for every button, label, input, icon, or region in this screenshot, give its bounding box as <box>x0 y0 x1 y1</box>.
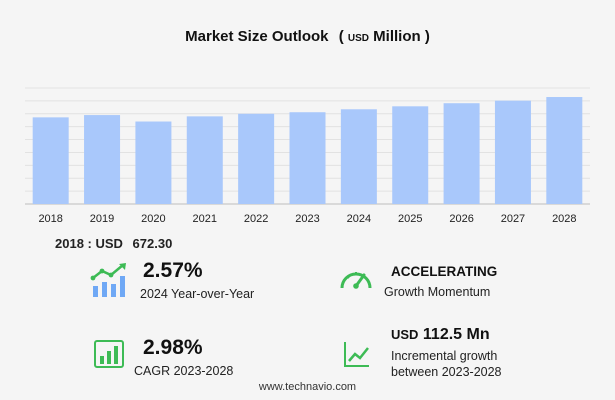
title-unit-label: Million <box>373 28 421 45</box>
bar-2020 <box>135 121 172 204</box>
bar-2019 <box>84 115 121 204</box>
bar-2025 <box>392 106 429 204</box>
bar-chart: 2018 2019 2020 2021 2022 2023 2024 2025 2026 2027… <box>25 87 590 225</box>
base-year-label: 2018 : USD <box>55 236 123 251</box>
incremental-label-line2: between 2023-2028 <box>391 365 502 379</box>
incremental-amount: 112.5 Mn <box>422 326 490 343</box>
x-tick-label-2028: 2028 <box>552 213 576 225</box>
title-unit-currency: USD <box>347 33 369 44</box>
bar-2026 <box>443 103 480 204</box>
cagr-value: 2.98% <box>143 336 203 359</box>
bar-2023 <box>289 112 326 204</box>
title-unit: ( USD Million ) <box>339 28 430 45</box>
bar-2027 <box>494 100 531 204</box>
bar-chart-icon <box>94 340 124 368</box>
base-year-value: 2018 : USD 672.30 <box>55 236 172 251</box>
title-main: Market Size Outlook <box>185 28 329 45</box>
x-tick-label-2024: 2024 <box>347 213 371 225</box>
yoy-value: 2.57% <box>143 259 203 282</box>
cagr-label: CAGR 2023-2028 <box>134 364 234 378</box>
x-tick-label-2019: 2019 <box>90 213 114 225</box>
x-tick-label-2023: 2023 <box>295 213 319 225</box>
footer-site: www.technavio.com <box>258 381 357 393</box>
x-tick-label-2025: 2025 <box>398 213 422 225</box>
speedometer-icon <box>340 272 372 289</box>
base-year-amount: 672.30 <box>132 236 173 251</box>
bar-2024 <box>340 109 377 204</box>
x-tick-label-2021: 2021 <box>193 213 217 225</box>
bar-2028 <box>546 97 583 204</box>
x-tick-label-2022: 2022 <box>244 213 268 225</box>
title-close-paren: ) <box>424 28 430 45</box>
incremental-value: USD 112.5 Mn <box>391 326 490 344</box>
title-open-paren: ( <box>338 28 344 45</box>
x-tick-label-2026: 2026 <box>449 213 473 225</box>
bar-2018 <box>32 117 69 204</box>
chart-title: Market Size Outlook ( USD Million ) <box>0 28 615 45</box>
growth-bars-icon <box>90 263 126 297</box>
momentum-value: ACCELERATING <box>391 264 498 279</box>
trend-line-icon <box>344 342 369 367</box>
incremental-currency: USD <box>391 327 419 342</box>
x-tick-label-2018: 2018 <box>38 213 62 225</box>
momentum-label: Growth Momentum <box>384 285 491 299</box>
yoy-label: 2024 Year-over-Year <box>140 287 255 301</box>
bar-2021 <box>186 116 223 204</box>
x-tick-label-2020: 2020 <box>141 213 165 225</box>
bar-2022 <box>238 113 275 204</box>
x-tick-label-2027: 2027 <box>501 213 525 225</box>
incremental-label-line1: Incremental growth <box>391 349 498 363</box>
